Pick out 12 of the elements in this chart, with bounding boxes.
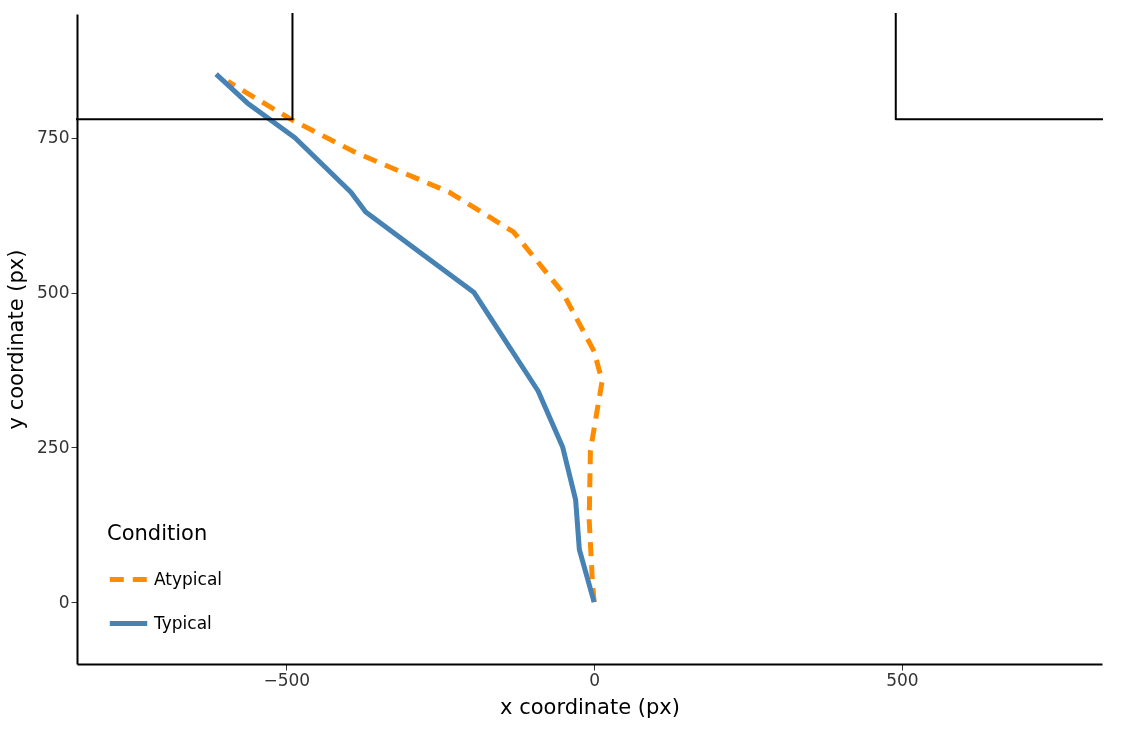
y-axis-title: y coordinate (px) bbox=[4, 249, 29, 430]
x-axis-title: x coordinate (px) bbox=[500, 694, 680, 719]
y-tick-label: 0 bbox=[58, 591, 70, 612]
y-tick-label: 750 bbox=[37, 127, 70, 148]
legend-title: Condition bbox=[107, 521, 208, 545]
y-tick-label: 250 bbox=[37, 436, 70, 457]
x-tick-label: 500 bbox=[886, 669, 919, 690]
x-tick-label: −500 bbox=[263, 669, 311, 690]
y-tick-label: 500 bbox=[37, 282, 70, 303]
x-tick-label: 0 bbox=[589, 669, 601, 690]
legend-label: Typical bbox=[153, 612, 212, 633]
legend-label: Atypical bbox=[154, 568, 223, 589]
